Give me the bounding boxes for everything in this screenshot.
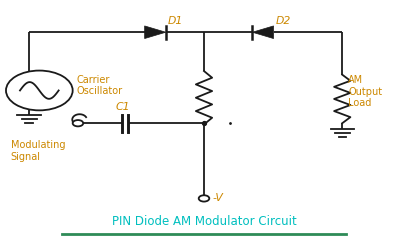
Text: D1: D1 [168, 16, 183, 26]
Polygon shape [253, 26, 273, 39]
Text: Modulating
Signal: Modulating Signal [11, 140, 65, 162]
Text: Carrier
Oscillator: Carrier Oscillator [77, 75, 123, 96]
Polygon shape [144, 26, 166, 39]
Text: D2: D2 [275, 16, 291, 26]
Text: C1: C1 [115, 102, 130, 112]
Text: AM
Output
Load: AM Output Load [348, 75, 382, 108]
Text: PIN Diode AM Modulator Circuit: PIN Diode AM Modulator Circuit [112, 214, 296, 228]
Text: -V: -V [213, 193, 224, 203]
